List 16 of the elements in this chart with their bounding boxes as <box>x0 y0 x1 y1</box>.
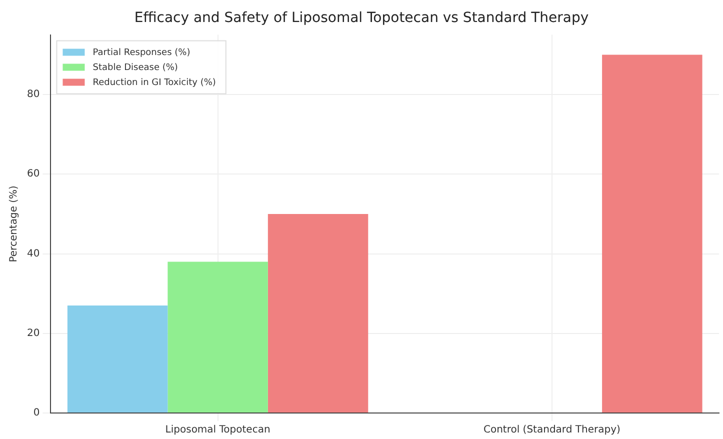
bar <box>168 262 268 412</box>
y-tick-label: 0 <box>33 408 40 419</box>
legend-label: Stable Disease (%) <box>92 63 178 74</box>
bar <box>268 214 368 412</box>
chart-title: Efficacy and Safety of Liposomal Topotecan vs Standard Therapy <box>134 10 589 26</box>
y-tick-label: 80 <box>26 89 40 100</box>
y-tick-label: 60 <box>26 168 40 180</box>
x-tick-label: Liposomal Topotecan <box>165 424 270 436</box>
legend-label: Partial Responses (%) <box>92 48 190 58</box>
y-axis-title: Percentage (%) <box>8 185 20 262</box>
bar <box>602 54 702 412</box>
x-tick-label: Control (Standard Therapy) <box>483 424 620 436</box>
legend-label: Reduction in GI Toxicity (%) <box>92 78 216 88</box>
y-tick-label: 20 <box>26 328 40 339</box>
bar <box>67 306 168 412</box>
y-tick-label: 40 <box>26 248 40 260</box>
